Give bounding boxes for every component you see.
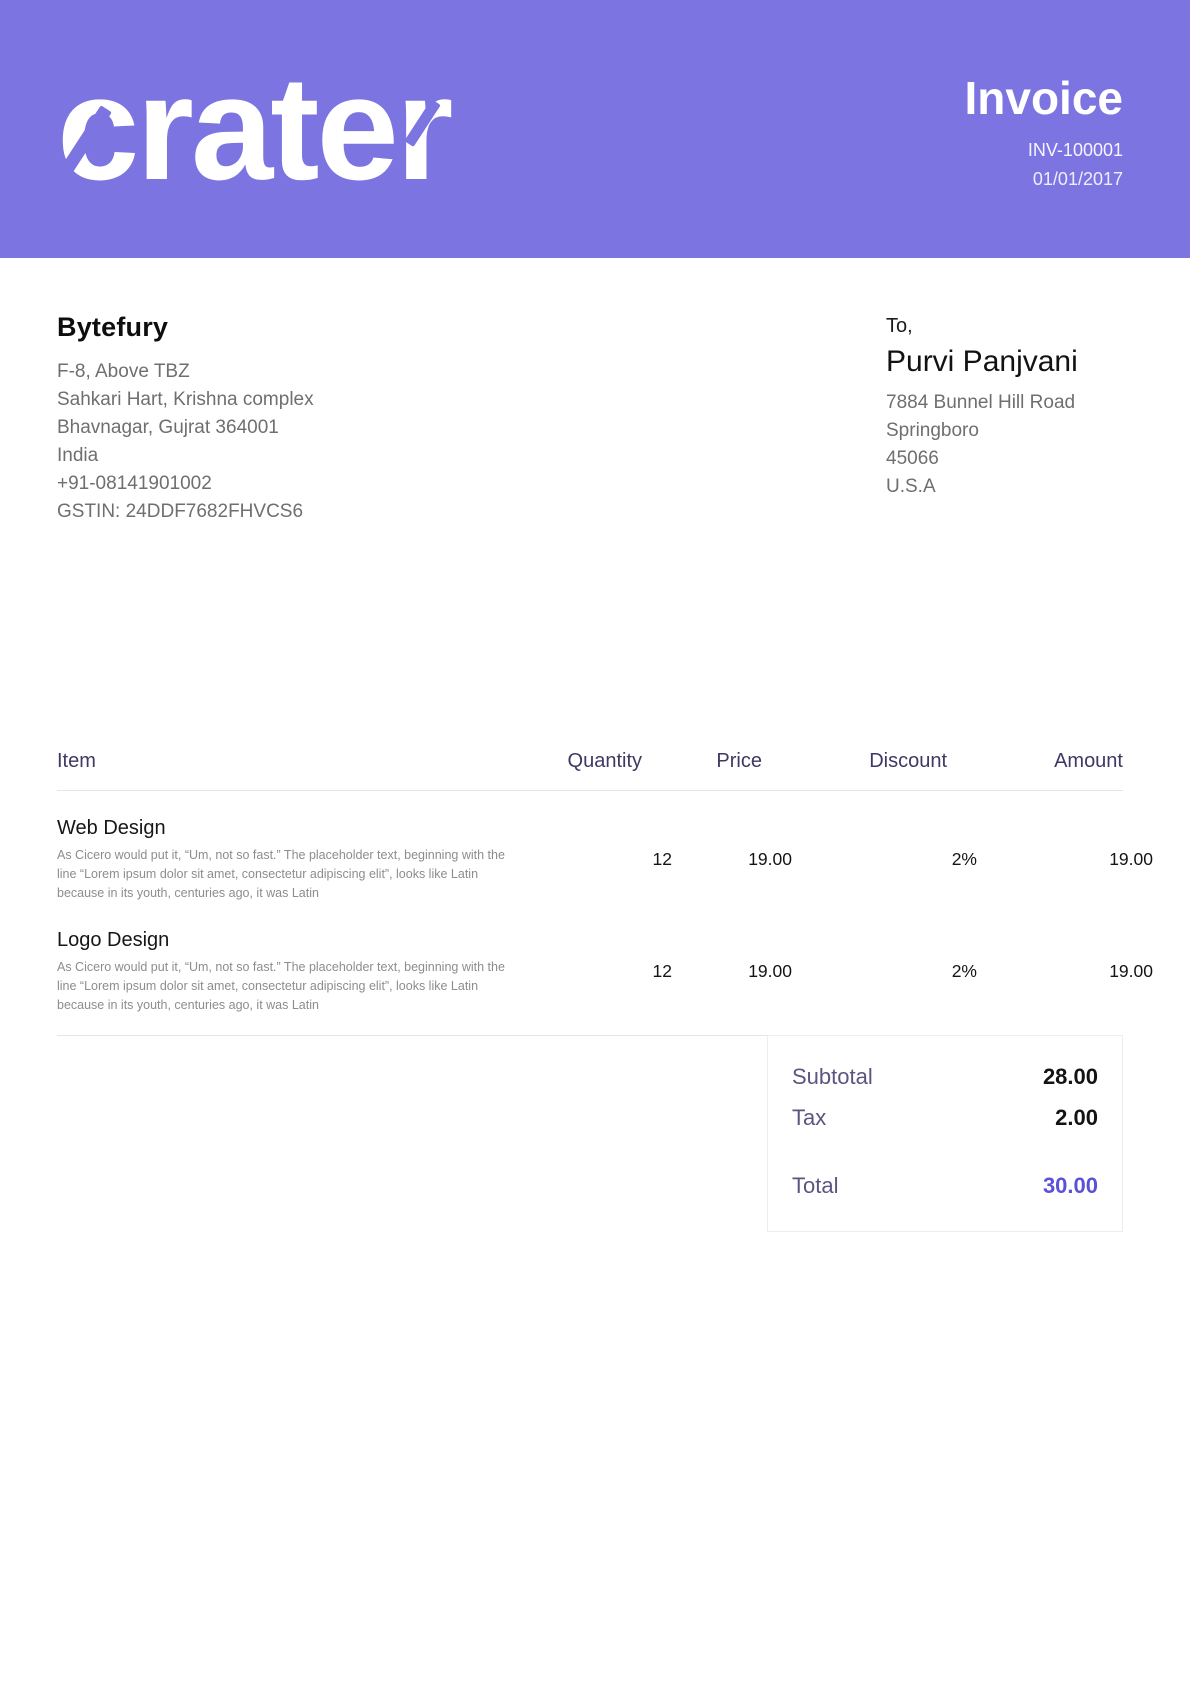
invoice-number: INV-100001 — [1027, 140, 1123, 160]
item-price: 19.00 — [748, 849, 792, 869]
invoice-date: 01/01/2017 — [1032, 169, 1123, 189]
items-table: Item Quantity Price Discount Amount Web … — [57, 750, 1153, 1036]
bill-to-label: To, — [886, 315, 913, 337]
tax-label: Tax — [792, 1105, 827, 1130]
column-header-price: Price — [716, 750, 762, 772]
customer-address-line: U.S.A — [886, 476, 936, 497]
column-header-quantity: Quantity — [567, 750, 642, 772]
totals-box: Subtotal 28.00 Tax 2.00 Total 30.00 — [767, 1035, 1123, 1232]
subtotal-value: 28.00 — [1042, 1064, 1098, 1089]
item-amount: 19.00 — [1109, 961, 1153, 981]
parties-section: Bytefury F-8, Above TBZ Sahkari Hart, Kr… — [0, 258, 1190, 526]
customer-name: Purvi Panjvani — [886, 345, 1078, 378]
total-label: Total — [792, 1173, 839, 1198]
invoice-meta: Invoice INV-100001 01/01/2017 — [964, 64, 1123, 194]
item-discount: 2% — [951, 961, 977, 981]
totals-section: Subtotal 28.00 Tax 2.00 Total 30.00 — [0, 1035, 1190, 1232]
table-row: Web Design As Cicero would put it, “Um, … — [57, 791, 1153, 903]
subtotal-row: Subtotal 28.00 — [792, 1062, 1098, 1092]
total-value: 30.00 — [1042, 1173, 1098, 1198]
customer-address-line: 45066 — [886, 448, 939, 469]
company-phone: +91-08141901002 — [57, 473, 212, 494]
item-cell: Web Design As Cicero would put it, “Um, … — [57, 815, 527, 903]
item-cell: Logo Design As Cicero would put it, “Um,… — [57, 927, 527, 1015]
customer-address: 7884 Bunnel Hill Road Springboro 45066 U… — [886, 389, 1123, 501]
company-block: Bytefury F-8, Above TBZ Sahkari Hart, Kr… — [57, 312, 314, 526]
crater-logo: crater — [55, 46, 453, 211]
invoice-title: Invoice — [964, 72, 1123, 124]
company-gstin: GSTIN: 24DDF7682FHVCS6 — [57, 501, 304, 522]
customer-address-line: Springboro — [886, 420, 979, 441]
company-address-line: F-8, Above TBZ — [57, 361, 190, 382]
invoice-header: crater Invoice INV-100001 01/01/2017 — [0, 0, 1190, 258]
item-discount: 2% — [951, 849, 977, 869]
company-address-line: Bhavnagar, Gujrat 364001 — [57, 417, 279, 438]
item-amount: 19.00 — [1109, 849, 1153, 869]
company-address: F-8, Above TBZ Sahkari Hart, Krishna com… — [57, 358, 314, 526]
item-name: Web Design — [57, 817, 166, 839]
item-quantity: 12 — [652, 961, 672, 981]
bill-to-block: To, Purvi Panjvani 7884 Bunnel Hill Road… — [886, 312, 1123, 526]
table-row: Logo Design As Cicero would put it, “Um,… — [57, 903, 1153, 1015]
customer-address-line: 7884 Bunnel Hill Road — [886, 392, 1076, 413]
table-body: Web Design As Cicero would put it, “Um, … — [57, 791, 1153, 1036]
table-header-row: Item Quantity Price Discount Amount — [57, 750, 1123, 791]
company-address-line: Sahkari Hart, Krishna complex — [57, 389, 314, 410]
subtotal-label: Subtotal — [792, 1064, 873, 1089]
company-address-line: India — [57, 445, 99, 466]
tax-value: 2.00 — [1055, 1105, 1098, 1130]
column-header-amount: Amount — [1054, 750, 1123, 772]
tax-row: Tax 2.00 — [792, 1103, 1098, 1133]
item-description: As Cicero would put it, “Um, not so fast… — [57, 960, 505, 1012]
item-name: Logo Design — [57, 929, 170, 951]
column-header-item: Item — [57, 750, 96, 772]
column-header-discount: Discount — [869, 750, 947, 772]
total-row: Total 30.00 — [792, 1171, 1098, 1201]
company-name: Bytefury — [57, 312, 169, 342]
item-description: As Cicero would put it, “Um, not so fast… — [57, 848, 505, 900]
item-price: 19.00 — [748, 961, 792, 981]
item-quantity: 12 — [652, 849, 672, 869]
crater-logo-text: crater — [57, 46, 453, 211]
